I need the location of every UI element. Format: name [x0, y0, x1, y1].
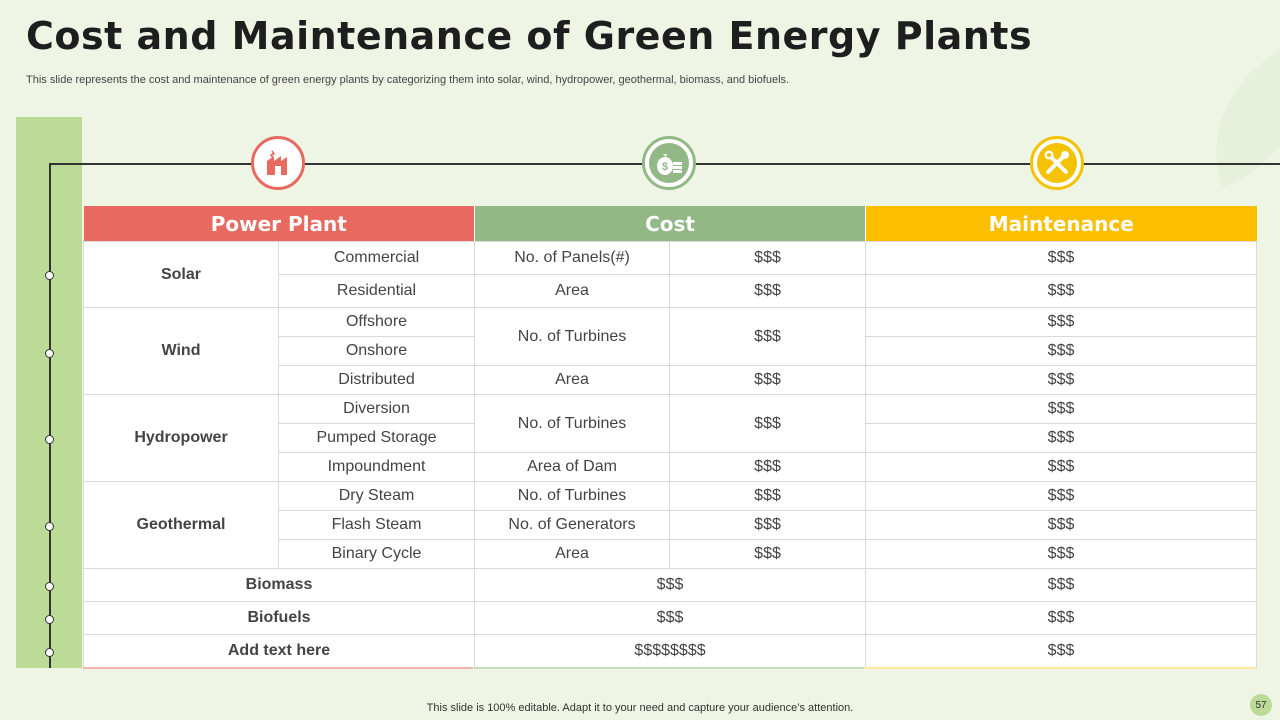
cost-value: $$$ [669, 365, 867, 395]
timeline-dot-extra [45, 648, 54, 657]
footer-note: This slide is 100% editable. Adapt it to… [426, 702, 854, 714]
plant-type: Distributed [277, 365, 476, 395]
maintenance-value: $$$ [865, 274, 1258, 308]
category-biomass: Biomass [82, 568, 476, 602]
header-cost: Cost [474, 206, 866, 242]
cost-value: $$$ [669, 510, 867, 540]
header-power-plant: Power Plant [83, 206, 475, 242]
maintenance-value: $$$ [865, 510, 1258, 540]
svg-text:$: $ [662, 161, 668, 173]
maintenance-value: $$$ [865, 365, 1258, 395]
table-row: Biofuels $$$ $$$ [82, 601, 1258, 635]
table-row: Biomass $$$ $$$ [82, 568, 1258, 602]
cost-value: $$$ [474, 601, 867, 635]
table-row: Binary Cycle Area $$$ $$$ [84, 539, 1258, 569]
table-row: Onshore $$$ [84, 336, 1258, 366]
cost-metric: No. of Turbines [474, 481, 671, 511]
maintenance-value: $$$ [865, 481, 1258, 511]
money-bag-icon: $ [657, 154, 682, 175]
timeline-dot-biofuels [45, 615, 54, 624]
timeline-vertical-line [49, 163, 51, 668]
table-bottom-accent-cost [474, 667, 864, 669]
cost-value: $$$ [669, 394, 867, 453]
cost-value: $$$ [669, 481, 867, 511]
timeline-dot-hydropower [45, 435, 54, 444]
maintenance-value: $$$ [865, 241, 1258, 275]
category-biofuels: Biofuels [82, 601, 476, 635]
table-row: Geothermal Dry Steam No. of Turbines $$$… [83, 481, 1258, 569]
cost-value: $$$ [474, 568, 867, 602]
table-row: Wind Offshore No. of Turbines $$$ $$$ [83, 307, 1258, 395]
header-maintenance: Maintenance [865, 206, 1257, 242]
maintenance-value: $$$ [865, 336, 1258, 366]
category-geothermal: Geothermal [83, 481, 279, 569]
timeline-dot-biomass [45, 582, 54, 591]
cost-maintenance-table: Power Plant Cost Maintenance Solar Comme… [82, 206, 1258, 668]
maintenance-icon-circle [1030, 136, 1084, 190]
maintenance-value: $$$ [865, 452, 1258, 482]
plant-type: Offshore [277, 307, 476, 337]
tools-icon [1044, 150, 1069, 174]
cost-value: $$$$$$$$ [474, 634, 867, 668]
timeline-dot-wind [45, 349, 54, 358]
table-row: Residential Area $$$ $$$ [84, 274, 1258, 308]
table-row: Solar Commercial No. of Panels(#) $$$ $$… [83, 241, 1258, 308]
cost-metric: No. of Generators [474, 510, 671, 540]
category-solar: Solar [83, 241, 279, 308]
factory-icon [267, 150, 287, 175]
plant-type: Commercial [277, 241, 476, 275]
plant-type: Binary Cycle [277, 539, 476, 569]
maintenance-value: $$$ [865, 634, 1258, 668]
cost-value: $$$ [669, 452, 867, 482]
table-row: Impoundment Area of Dam $$$ $$$ [84, 452, 1258, 482]
table-bottom-accent-maintenance [865, 667, 1256, 669]
plant-type: Residential [277, 274, 476, 308]
table-row: Add text here $$$$$$$$ $$$ [82, 634, 1258, 668]
table-row: Pumped Storage $$$ [84, 423, 1258, 453]
plant-type: Impoundment [277, 452, 476, 482]
plant-type: Dry Steam [277, 481, 476, 511]
page-title: Cost and Maintenance of Green Energy Pla… [26, 14, 1033, 58]
table-row: Distributed Area $$$ $$$ [84, 365, 1258, 395]
plant-type: Onshore [277, 336, 476, 366]
plant-type: Diversion [277, 394, 476, 424]
cost-value: $$$ [669, 539, 867, 569]
page-subtitle: This slide represents the cost and maint… [26, 74, 790, 86]
maintenance-value: $$$ [865, 394, 1258, 424]
maintenance-value: $$$ [865, 568, 1258, 602]
cost-value: $$$ [669, 241, 867, 275]
cost-icon-circle: $ [642, 136, 696, 190]
power-plant-icon-circle [251, 136, 305, 190]
decorative-leaf [1184, 42, 1280, 188]
table-row: Hydropower Diversion No. of Turbines $$$… [83, 394, 1258, 482]
timeline-dot-solar [45, 271, 54, 280]
maintenance-value: $$$ [865, 539, 1258, 569]
timeline-dot-geothermal [45, 522, 54, 531]
table-bottom-accent-plant [83, 667, 473, 669]
cost-metric: Area [474, 365, 671, 395]
maintenance-value: $$$ [865, 423, 1258, 453]
cost-metric: No. of Turbines [474, 394, 671, 453]
plant-type: Flash Steam [277, 510, 476, 540]
cost-metric: No. of Turbines [474, 307, 671, 366]
cost-metric: Area [474, 274, 671, 308]
category-hydropower: Hydropower [83, 394, 279, 482]
cost-metric: Area [474, 539, 671, 569]
maintenance-value: $$$ [865, 307, 1258, 337]
category-extra: Add text here [82, 634, 476, 668]
plant-type: Pumped Storage [277, 423, 476, 453]
cost-value: $$$ [669, 307, 867, 366]
cost-metric: Area of Dam [474, 452, 671, 482]
category-wind: Wind [83, 307, 279, 395]
table-header-row: Power Plant Cost Maintenance [83, 206, 1257, 242]
cost-value: $$$ [669, 274, 867, 308]
page-number-badge: 57 [1250, 694, 1272, 716]
maintenance-value: $$$ [865, 601, 1258, 635]
cost-metric: No. of Panels(#) [474, 241, 671, 275]
table-row: Flash Steam No. of Generators $$$ $$$ [84, 510, 1258, 540]
